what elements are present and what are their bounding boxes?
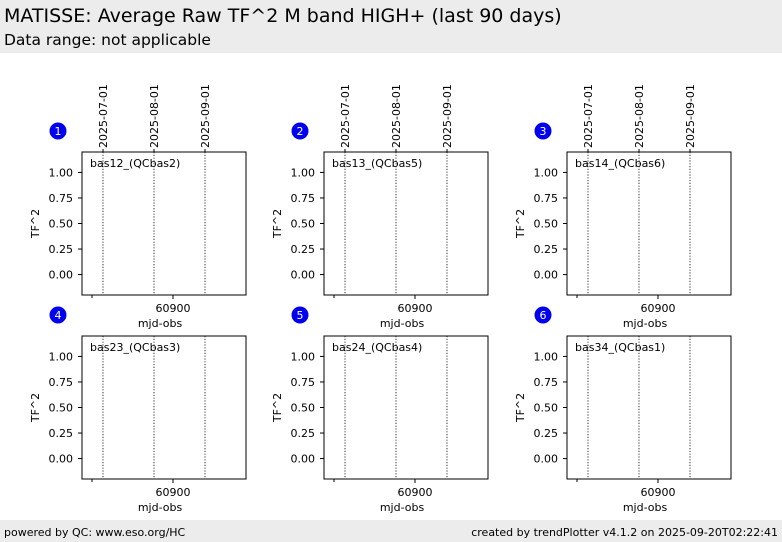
date-marker-label: 2025-09-01 [199,84,212,148]
date-marker-label: 2025-09-01 [441,84,454,148]
y-tick-label: 0.00 [49,269,74,282]
y-tick-label: 0.50 [49,218,74,231]
panel-number: 3 [540,125,547,138]
panel-number-badge [534,122,552,140]
panel-label: bas12_(QCbas2) [90,157,180,170]
panel-number-badge [49,306,67,324]
y-axis-label: TF^2 [29,393,42,423]
y-axis-label: TF^2 [29,209,42,239]
y-tick-label: 1.00 [291,350,316,363]
y-tick-label: 0.00 [291,453,316,466]
y-axis-label: TF^2 [514,393,527,423]
x-tick-label: 60900 [398,486,433,499]
y-tick-label: 0.25 [49,243,74,256]
y-tick-label: 0.50 [291,218,316,231]
y-tick-label: 1.00 [49,350,74,363]
y-tick-label: 0.50 [534,402,559,415]
panel-label: bas13_(QCbas5) [332,157,422,170]
y-tick-label: 0.25 [291,427,316,440]
x-axis-label: mjd-obs [623,501,668,514]
panel-number-badge [291,122,309,140]
y-tick-label: 0.75 [534,192,559,205]
footer-credit: powered by QC: www.eso.org/HC [4,526,186,539]
header-bar: MATISSE: Average Raw TF^2 M band HIGH+ (… [0,0,782,53]
panel-number: 1 [55,125,62,138]
x-tick-label: 60900 [641,302,676,315]
date-marker-label: 2025-08-01 [390,84,403,148]
date-marker-label: 2025-09-01 [684,84,697,148]
date-marker-label: 2025-07-01 [97,84,110,148]
y-tick-label: 0.25 [534,427,559,440]
y-tick-label: 0.75 [291,376,316,389]
plot-frame [323,335,489,480]
x-tick-label: 60900 [398,302,433,315]
y-tick-label: 0.25 [49,427,74,440]
page-subtitle: Data range: not applicable [4,31,211,49]
x-tick-label: 60900 [156,486,191,499]
y-tick-label: 0.00 [49,453,74,466]
date-marker-label: 2025-07-01 [339,84,352,148]
panel-number: 5 [297,309,304,322]
y-axis-label: TF^2 [271,393,284,423]
y-tick-label: 1.00 [49,166,74,179]
date-marker-label: 2025-07-01 [582,84,595,148]
x-tick-label: 60900 [641,486,676,499]
y-tick-label: 1.00 [534,166,559,179]
x-axis-label: mjd-obs [380,317,425,330]
x-axis-label: mjd-obs [138,317,183,330]
panel-number-badge [49,122,67,140]
y-axis-label: TF^2 [514,209,527,239]
footer-bar: powered by QC: www.eso.org/HC created by… [0,520,782,542]
panel-label: bas34_(QCbas1) [575,341,665,354]
x-axis-label: mjd-obs [138,501,183,514]
y-tick-label: 0.00 [534,269,559,282]
panel-number-badge [291,306,309,324]
panel-label: bas24_(QCbas4) [332,341,422,354]
page-title: MATISSE: Average Raw TF^2 M band HIGH+ (… [4,5,562,27]
y-tick-label: 0.50 [49,402,74,415]
panel-number: 2 [297,125,304,138]
date-marker-label: 2025-08-01 [633,84,646,148]
panel-number: 6 [540,309,547,322]
plot-frame [566,335,732,480]
y-tick-label: 0.75 [291,192,316,205]
y-tick-label: 0.75 [49,192,74,205]
x-axis-label: mjd-obs [380,501,425,514]
y-tick-label: 0.00 [291,269,316,282]
y-tick-label: 0.75 [49,376,74,389]
panel-label: bas23_(QCbas3) [90,341,180,354]
y-tick-label: 0.00 [534,453,559,466]
y-tick-label: 0.75 [534,376,559,389]
x-axis-label: mjd-obs [623,317,668,330]
footer-created: created by trendPlotter v4.1.2 on 2025-0… [471,526,778,539]
panel-number: 4 [55,309,62,322]
y-tick-label: 0.50 [534,218,559,231]
x-tick-label: 60900 [156,302,191,315]
y-tick-label: 0.25 [291,243,316,256]
date-marker-label: 2025-08-01 [148,84,161,148]
panel-number-badge [534,306,552,324]
y-tick-label: 1.00 [291,166,316,179]
plot-frame [81,335,247,480]
plot-frame [566,151,732,296]
y-tick-label: 1.00 [534,350,559,363]
y-tick-label: 0.25 [534,243,559,256]
plot-frame [81,151,247,296]
y-tick-label: 0.50 [291,402,316,415]
plot-frame [323,151,489,296]
panel-label: bas14_(QCbas6) [575,157,665,170]
y-axis-label: TF^2 [271,209,284,239]
